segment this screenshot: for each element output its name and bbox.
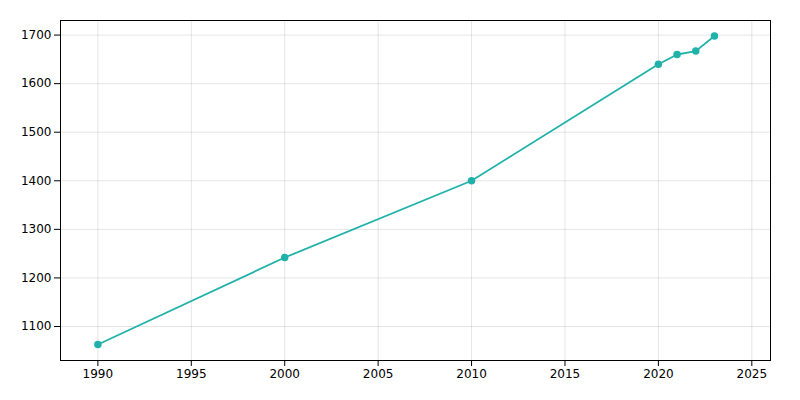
svg-text:1100: 1100 xyxy=(21,319,52,333)
svg-text:1200: 1200 xyxy=(21,271,52,285)
svg-text:1500: 1500 xyxy=(21,125,52,139)
svg-text:2020: 2020 xyxy=(643,367,674,381)
svg-text:2000: 2000 xyxy=(269,367,300,381)
svg-text:1990: 1990 xyxy=(83,367,114,381)
svg-text:1300: 1300 xyxy=(21,222,52,236)
svg-text:1995: 1995 xyxy=(176,367,207,381)
svg-text:2010: 2010 xyxy=(456,367,487,381)
svg-text:1400: 1400 xyxy=(21,174,52,188)
svg-text:1700: 1700 xyxy=(21,28,52,42)
svg-text:1600: 1600 xyxy=(21,76,52,90)
svg-text:2015: 2015 xyxy=(550,367,581,381)
svg-text:2025: 2025 xyxy=(737,367,768,381)
svg-text:2005: 2005 xyxy=(363,367,394,381)
